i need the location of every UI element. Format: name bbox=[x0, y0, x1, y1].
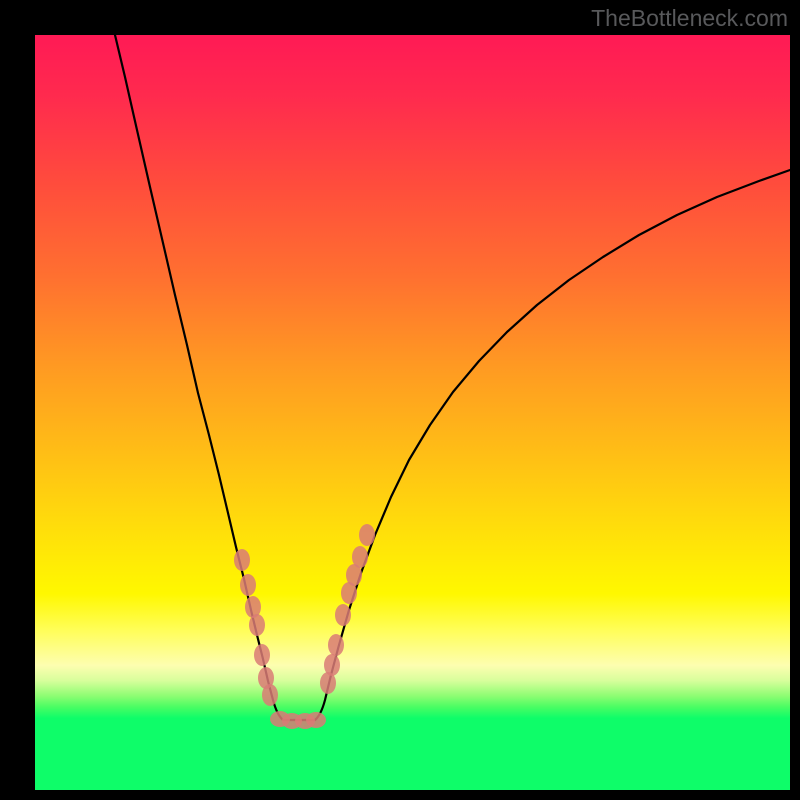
chart-container: TheBottleneck.com bbox=[0, 0, 800, 800]
data-marker bbox=[234, 549, 250, 571]
data-marker bbox=[324, 654, 340, 676]
gradient-background bbox=[35, 35, 790, 790]
chart-svg bbox=[35, 35, 790, 790]
data-marker bbox=[240, 574, 256, 596]
data-marker bbox=[359, 524, 375, 546]
data-marker bbox=[306, 712, 326, 728]
watermark-text: TheBottleneck.com bbox=[591, 5, 788, 32]
data-marker bbox=[262, 684, 278, 706]
data-marker bbox=[254, 644, 270, 666]
data-marker bbox=[328, 634, 344, 656]
plot-area bbox=[35, 35, 790, 790]
data-marker bbox=[352, 546, 368, 568]
data-marker bbox=[249, 614, 265, 636]
data-marker bbox=[335, 604, 351, 626]
